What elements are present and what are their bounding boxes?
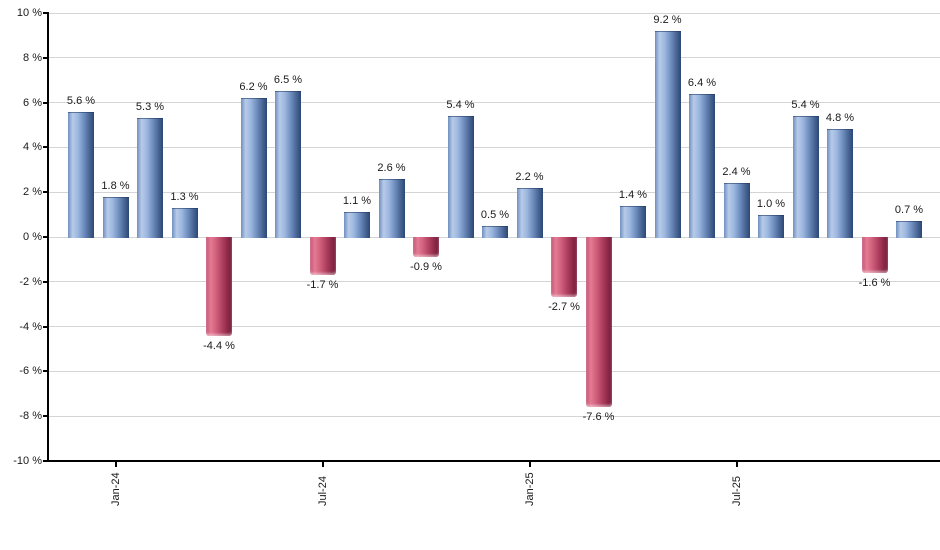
gridline: [49, 102, 940, 104]
bar-value-label: 1.0 %: [756, 197, 786, 210]
gridline: [49, 191, 940, 193]
bar[interactable]: [68, 111, 94, 238]
y-axis-tick-label: -10 %: [13, 455, 42, 467]
bar-value-label: 2.6 %: [377, 161, 406, 174]
bar-value-label: -1.6 %: [858, 276, 891, 289]
gridline: [49, 281, 940, 283]
bar[interactable]: [861, 237, 888, 273]
y-axis-tick: [43, 236, 49, 238]
bar[interactable]: [827, 129, 853, 238]
bar[interactable]: [206, 237, 232, 336]
y-axis-tick: [43, 460, 49, 462]
bar-value-label: -4.4 %: [203, 339, 235, 352]
bar[interactable]: [585, 237, 612, 408]
bar-value-label: -0.9 %: [410, 261, 442, 274]
bar-value-label: 0.5 %: [480, 208, 510, 221]
bar[interactable]: [447, 116, 474, 238]
bar-value-label: -1.7 %: [306, 279, 339, 292]
bar[interactable]: [240, 98, 267, 238]
bar-value-label: -7.6 %: [582, 411, 615, 424]
x-axis-tick-label: Jul-24: [316, 476, 329, 506]
y-axis-tick: [43, 415, 49, 418]
bar-value-label: 2.2 %: [515, 170, 544, 183]
y-axis-tick: [43, 12, 49, 14]
gridline: [49, 57, 940, 59]
y-axis-tick: [43, 280, 49, 283]
x-axis-tick: [735, 461, 738, 467]
bar-value-label: 5.4 %: [446, 99, 475, 112]
bar[interactable]: [171, 207, 198, 238]
bar[interactable]: [654, 30, 681, 238]
bar-value-label: 6.4 %: [687, 76, 717, 89]
y-axis-tick-label: -8 %: [19, 410, 42, 423]
bar-value-label: 4.8 %: [825, 112, 855, 125]
bar-value-label: 9.2 %: [653, 13, 682, 26]
bar[interactable]: [482, 225, 508, 238]
bar[interactable]: [758, 214, 784, 238]
gridline: [49, 415, 940, 417]
y-axis-tick-label: 2 %: [23, 186, 42, 199]
gridline: [49, 146, 940, 148]
gridline: [49, 370, 940, 372]
y-axis-tick: [43, 370, 49, 373]
bar-value-label: 5.6 %: [66, 94, 96, 107]
bar[interactable]: [689, 93, 715, 238]
bar[interactable]: [137, 118, 163, 238]
bar[interactable]: [723, 183, 750, 238]
bar[interactable]: [551, 237, 577, 298]
y-axis-tick-label: 10 %: [16, 7, 42, 19]
bar-value-label: 1.8 %: [101, 179, 130, 192]
bar[interactable]: [275, 91, 301, 238]
bar-value-label: -2.7 %: [548, 301, 580, 314]
y-axis-tick-label: 8 %: [23, 51, 42, 64]
bar-value-label: 1.3 %: [170, 190, 199, 203]
gridline: [49, 326, 940, 328]
y-axis-tick: [43, 56, 49, 59]
x-axis-tick-label: Jan-25: [523, 472, 536, 506]
bar[interactable]: [896, 221, 922, 238]
bar-value-label: 5.3 %: [135, 101, 165, 114]
x-axis-tick: [114, 461, 117, 467]
y-axis-tick: [43, 325, 49, 328]
y-axis-tick-label: -4 %: [19, 320, 42, 333]
bar-value-label: 2.4 %: [722, 166, 751, 179]
bar-value-label: 5.4 %: [791, 99, 820, 112]
y-axis-tick-label: 0 %: [23, 231, 42, 243]
x-axis-tick-label: Jan-24: [109, 472, 122, 506]
bar-value-label: 1.4 %: [618, 188, 648, 201]
bar[interactable]: [378, 178, 405, 238]
y-axis-tick-label: 6 %: [23, 96, 42, 109]
x-axis-tick-label: Jul-25: [730, 476, 743, 506]
gridline: [49, 12, 940, 14]
bar[interactable]: [620, 205, 646, 238]
x-axis-tick: [321, 461, 324, 467]
bar[interactable]: [792, 116, 819, 238]
y-axis-tick-label: -6 %: [19, 365, 42, 378]
bar-value-label: 0.7 %: [894, 204, 924, 217]
bar[interactable]: [102, 196, 129, 238]
bar-value-label: 6.2 %: [239, 81, 268, 94]
y-axis-tick-label: -2 %: [19, 275, 42, 288]
y-axis-tick: [43, 191, 49, 194]
y-axis-tick: [43, 101, 49, 104]
bar[interactable]: [413, 237, 439, 258]
x-axis-tick: [528, 461, 531, 467]
y-axis-tick-label: 4 %: [23, 141, 42, 154]
bar-value-label: 6.5 %: [273, 74, 303, 87]
bar[interactable]: [344, 212, 370, 238]
x-axis-line: [47, 460, 940, 462]
bar-value-label: 1.1 %: [342, 195, 372, 208]
bar[interactable]: [309, 237, 336, 276]
bar[interactable]: [516, 187, 543, 238]
y-axis-tick: [43, 146, 49, 149]
